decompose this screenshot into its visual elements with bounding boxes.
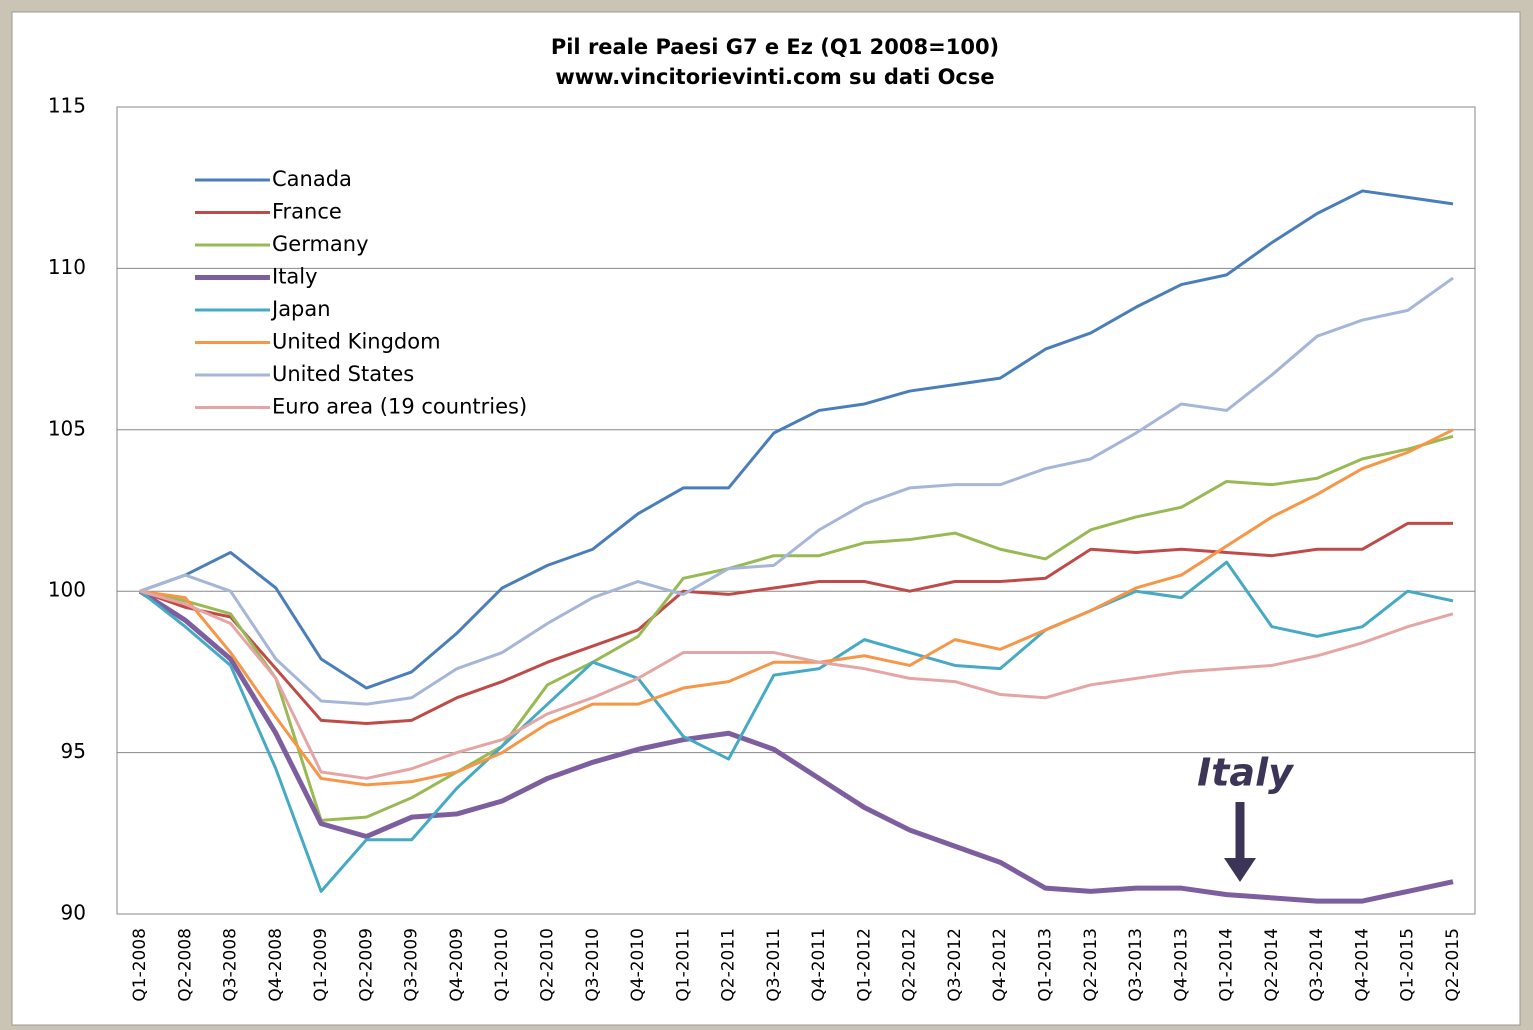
series-line — [139, 560, 1454, 893]
x-tick-label: Q2-2015 — [1443, 928, 1463, 1002]
legend-label: Canada — [272, 167, 352, 191]
series-line — [139, 276, 1454, 706]
annotation-arrowhead — [1224, 858, 1256, 882]
x-tick-label: Q2-2010 — [537, 928, 557, 1002]
x-tick-label: Q1-2013 — [1036, 928, 1056, 1002]
legend-label: United Kingdom — [272, 330, 441, 354]
y-tick-label: 110 — [48, 255, 86, 279]
x-tick-label: Q4-2014 — [1352, 928, 1372, 1002]
x-tick-label: Q2-2013 — [1081, 928, 1101, 1002]
x-tick-label: Q3-2011 — [764, 928, 784, 1002]
series-line — [139, 521, 1453, 726]
x-tick-label: Q1-2008 — [130, 928, 150, 1002]
y-tick-label: 115 — [48, 94, 86, 118]
chart-subtitle: www.vincitorievinti.com su dati Ocse — [555, 65, 994, 89]
y-tick-label: 105 — [48, 416, 86, 440]
x-tick-label: Q4-2012 — [990, 928, 1010, 1002]
legend-label: Germany — [272, 232, 369, 256]
x-tick-label: Q2-2008 — [175, 928, 195, 1002]
x-tick-label: Q1-2010 — [492, 928, 512, 1002]
chart-title: Pil reale Paesi G7 e Ez (Q1 2008=100) — [551, 35, 999, 59]
legend-label: United States — [272, 362, 414, 386]
y-tick-label: 90 — [61, 901, 86, 925]
x-tick-label: Q2-2011 — [719, 928, 739, 1002]
series-line — [139, 428, 1454, 787]
x-tick-label: Q3-2014 — [1307, 928, 1327, 1002]
y-tick-label: 95 — [61, 739, 86, 763]
x-tick-label: Q1-2009 — [311, 928, 331, 1002]
legend-label: France — [272, 200, 342, 224]
annotation: Italy — [1197, 751, 1295, 795]
x-tick-label: Q4-2010 — [628, 928, 648, 1002]
x-tick-label: Q3-2008 — [221, 928, 241, 1002]
x-tick-label: Q3-2010 — [583, 928, 603, 1002]
x-tick-label: Q3-2012 — [945, 928, 965, 1002]
series-line — [139, 589, 1454, 780]
series-line — [139, 189, 1454, 690]
x-tick-label: Q2-2009 — [356, 928, 376, 1002]
x-tick-label: Q1-2011 — [673, 928, 693, 1002]
legend-label: Italy — [272, 265, 318, 289]
x-tick-label: Q4-2009 — [447, 928, 467, 1002]
x-tick-label: Q1-2012 — [854, 928, 874, 1002]
x-tick-label: Q3-2009 — [402, 928, 422, 1002]
x-tick-label: Q4-2011 — [809, 928, 829, 1002]
series-line — [139, 434, 1454, 822]
x-tick-label: Q4-2008 — [266, 928, 286, 1002]
legend-label: Japan — [270, 297, 331, 321]
series-line — [138, 589, 1454, 904]
x-tick-label: Q2-2012 — [900, 928, 920, 1002]
x-tick-label: Q1-2014 — [1217, 928, 1237, 1002]
legend-label: Euro area (19 countries) — [272, 395, 527, 419]
y-tick-label: 100 — [48, 578, 86, 602]
x-tick-label: Q4-2013 — [1171, 928, 1191, 1002]
x-tick-label: Q1-2015 — [1398, 928, 1418, 1002]
x-tick-label: Q3-2013 — [1126, 928, 1146, 1002]
chart-background — [11, 11, 1521, 1026]
x-tick-label: Q2-2014 — [1262, 928, 1282, 1002]
